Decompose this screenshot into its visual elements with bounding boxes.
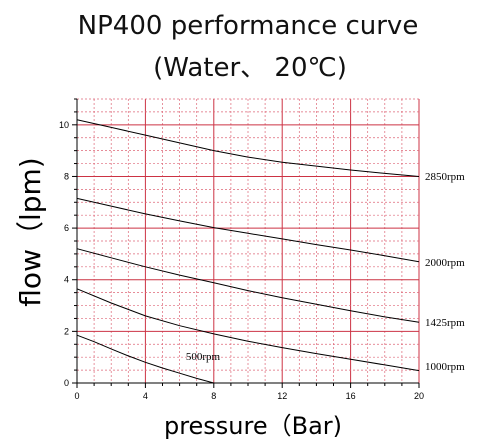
grid [77, 98, 420, 383]
series-label-2850rpm: 2850rpm [425, 171, 465, 183]
y-tick-label: 4 [64, 275, 69, 285]
series-label-2000rpm: 2000rpm [425, 257, 465, 269]
chart-title: NP400 performance curve [78, 11, 419, 41]
series-labels: 2850rpm 2000rpm 1425rpm 1000rpm 500rpm [186, 171, 465, 373]
curve-1000rpm [76, 288, 420, 372]
chart-subtitle: (Water、 20℃) [153, 53, 347, 83]
series-label-1425rpm: 1425rpm [425, 317, 465, 329]
x-tick-label: 4 [143, 391, 148, 401]
x-tick-label: 0 [74, 391, 79, 401]
curve-2850rpm [76, 119, 420, 177]
y-axis-title: flow（lpm) [14, 157, 47, 306]
y-tick-label: 2 [64, 326, 69, 336]
curve-500rpm [76, 334, 214, 384]
x-tick-label: 16 [346, 391, 356, 401]
curves [76, 119, 420, 384]
curve-1425rpm [76, 248, 420, 323]
axes [72, 98, 420, 388]
y-tick-label: 0 [64, 378, 69, 388]
y-tick-label: 6 [64, 223, 69, 233]
series-label-500rpm: 500rpm [186, 351, 221, 363]
y-tick-label: 10 [59, 120, 69, 130]
tick-labels: 0 4 8 12 16 20 0 2 4 6 8 10 [59, 120, 424, 401]
x-axis-title: pressure（Bar) [164, 412, 342, 440]
plot-area: 2850rpm 2000rpm 1425rpm 1000rpm 500rpm 0 4 8 12… [59, 98, 465, 401]
x-tick-label: 12 [277, 391, 287, 401]
curve-2000rpm [76, 197, 420, 263]
x-tick-label: 8 [211, 391, 216, 401]
series-label-1000rpm: 1000rpm [425, 361, 465, 373]
y-tick-label: 8 [64, 171, 69, 181]
x-tick-label: 20 [414, 391, 424, 401]
